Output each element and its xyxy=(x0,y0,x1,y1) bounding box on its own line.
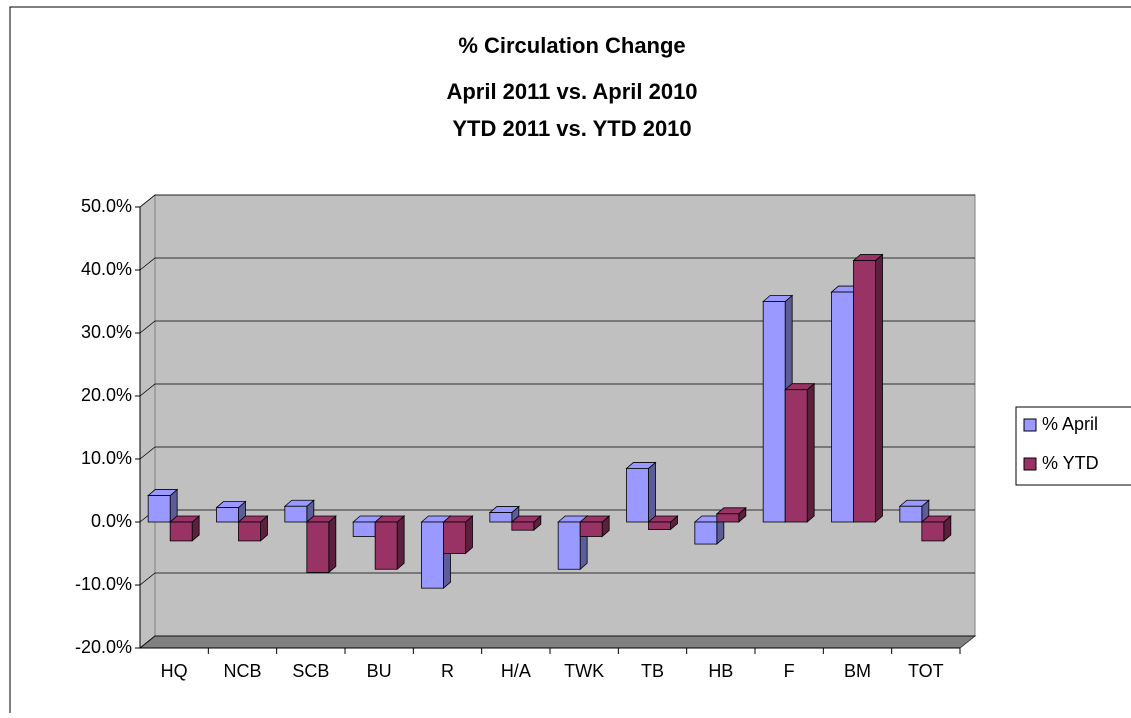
legend-swatch xyxy=(1023,457,1037,471)
grid-line xyxy=(139,194,975,208)
x-tick-label: R xyxy=(441,661,454,681)
bar xyxy=(511,521,535,531)
bar xyxy=(352,521,376,537)
bar xyxy=(421,521,444,589)
bar xyxy=(784,389,808,523)
bar xyxy=(238,521,261,542)
grid-line xyxy=(139,572,975,586)
bar-side xyxy=(396,515,405,571)
bar xyxy=(853,260,876,523)
floor xyxy=(138,635,977,649)
bar xyxy=(762,301,786,523)
grid-line xyxy=(139,446,975,460)
plot-area: -20.0% -10.0% 0.0% 10.0% 20.0% 30.0% 40.0% 50.0… xyxy=(75,193,977,681)
x-tick-label: TOT xyxy=(908,661,944,681)
x-tick-label: SCB xyxy=(292,661,329,681)
bar xyxy=(147,495,171,523)
legend-label: % YTD xyxy=(1042,453,1099,473)
x-tick-label: BM xyxy=(844,661,871,681)
legend-label: % April xyxy=(1042,414,1098,434)
bar xyxy=(374,521,398,570)
grid-line xyxy=(139,383,975,397)
y-tick-label: 10.0% xyxy=(81,448,132,468)
grid-line xyxy=(139,257,975,271)
bar xyxy=(648,521,671,530)
bar-side xyxy=(648,461,656,523)
x-tick-label: H/A xyxy=(501,661,531,681)
bar xyxy=(284,505,308,523)
chart-title: YTD 2011 vs. YTD 2010 xyxy=(452,116,691,141)
bar-side xyxy=(806,382,815,523)
side-wall xyxy=(139,193,156,650)
grid-line xyxy=(139,635,975,649)
y-tick-label: 0.0% xyxy=(91,511,132,531)
chart-title: April 2011 vs. April 2010 xyxy=(446,79,697,104)
x-tick-label: TWK xyxy=(564,661,604,681)
y-tick-label: 20.0% xyxy=(81,385,132,405)
bar-side xyxy=(328,515,337,574)
bar xyxy=(694,521,718,545)
x-tick-label: F xyxy=(784,661,795,681)
y-tick-label: -20.0% xyxy=(75,637,132,657)
x-tick-label: BU xyxy=(367,661,392,681)
y-tick-label: 40.0% xyxy=(81,259,132,279)
bar xyxy=(921,521,945,542)
bar xyxy=(306,521,330,573)
x-tick-label: HB xyxy=(708,661,733,681)
bar xyxy=(169,521,193,542)
bar xyxy=(716,513,740,523)
y-tick-label: -10.0% xyxy=(75,574,132,594)
bar xyxy=(831,291,854,523)
bar xyxy=(626,468,649,523)
x-tick-label: NCB xyxy=(223,661,261,681)
bar-side xyxy=(875,253,883,523)
bar xyxy=(557,521,581,570)
bar xyxy=(216,507,239,523)
x-tick-label: HQ xyxy=(161,661,188,681)
legend-swatch xyxy=(1023,418,1037,432)
chart-title: % Circulation Change xyxy=(458,33,685,58)
bar xyxy=(899,505,923,523)
y-tick-label: 50.0% xyxy=(81,196,132,216)
y-tick-label: 30.0% xyxy=(81,322,132,342)
x-tick-label: TB xyxy=(641,661,664,681)
bar xyxy=(579,521,603,537)
bar xyxy=(489,512,513,523)
grid-line xyxy=(139,320,975,334)
bar xyxy=(443,521,466,554)
